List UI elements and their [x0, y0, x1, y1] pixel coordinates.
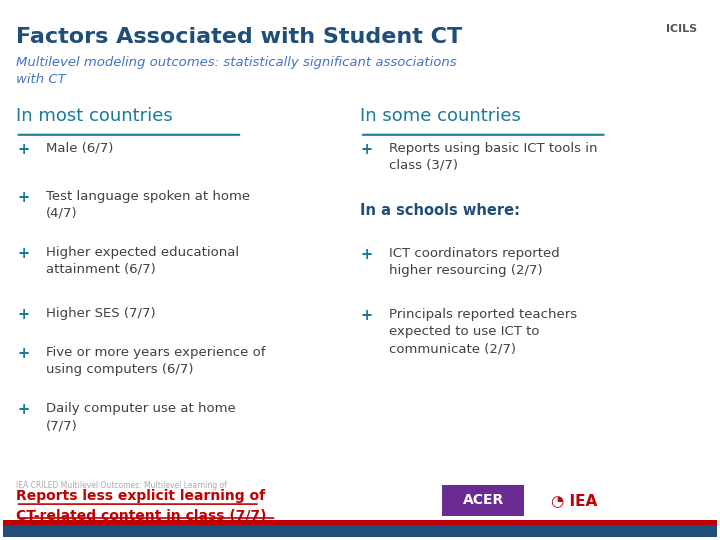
Text: Test language spoken at home
(4/7): Test language spoken at home (4/7): [45, 190, 250, 220]
Text: +: +: [17, 190, 30, 205]
Text: Higher expected educational
attainment (6/7): Higher expected educational attainment (…: [45, 246, 239, 276]
Text: ◔ IEA: ◔ IEA: [552, 493, 598, 508]
Text: Five or more years experience of
using computers (6/7): Five or more years experience of using c…: [45, 346, 265, 376]
Text: ACER: ACER: [463, 494, 504, 508]
Text: Reports using basic ICT tools in
class (3/7): Reports using basic ICT tools in class (…: [389, 141, 597, 172]
Text: Reports less explicit learning of
CT-related content in class (7/7): Reports less explicit learning of CT-rel…: [16, 489, 266, 523]
Text: ICT coordinators reported
higher resourcing (2/7): ICT coordinators reported higher resourc…: [389, 247, 559, 277]
Bar: [3, 525, 717, 537]
Text: +: +: [17, 307, 30, 322]
Text: +: +: [360, 247, 372, 262]
Text: In some countries: In some countries: [360, 107, 521, 125]
Text: ICILS: ICILS: [666, 24, 697, 34]
Text: Factors Associated with Student CT: Factors Associated with Student CT: [16, 27, 462, 47]
Text: +: +: [360, 141, 372, 157]
Text: Principals reported teachers
expected to use ICT to
communicate (2/7): Principals reported teachers expected to…: [389, 308, 577, 355]
Text: +: +: [17, 141, 30, 157]
Text: In most countries: In most countries: [16, 107, 172, 125]
Text: IEA CRILED Multilevel Outcomes: Multilevel Learning of: IEA CRILED Multilevel Outcomes: Multilev…: [16, 481, 227, 490]
Bar: [3, 519, 717, 525]
Text: +: +: [360, 308, 372, 323]
Text: In a schools where:: In a schools where:: [360, 203, 520, 218]
Bar: [442, 485, 524, 516]
Text: +: +: [17, 346, 30, 361]
Text: +: +: [17, 246, 30, 261]
Text: Daily computer use at home
(7/7): Daily computer use at home (7/7): [45, 402, 235, 432]
Text: Male (6/7): Male (6/7): [45, 141, 113, 155]
Text: Higher SES (7/7): Higher SES (7/7): [45, 307, 156, 320]
Text: +: +: [17, 402, 30, 417]
Text: Multilevel modeling outcomes: statistically significant associations
with CT: Multilevel modeling outcomes: statistica…: [16, 56, 456, 86]
